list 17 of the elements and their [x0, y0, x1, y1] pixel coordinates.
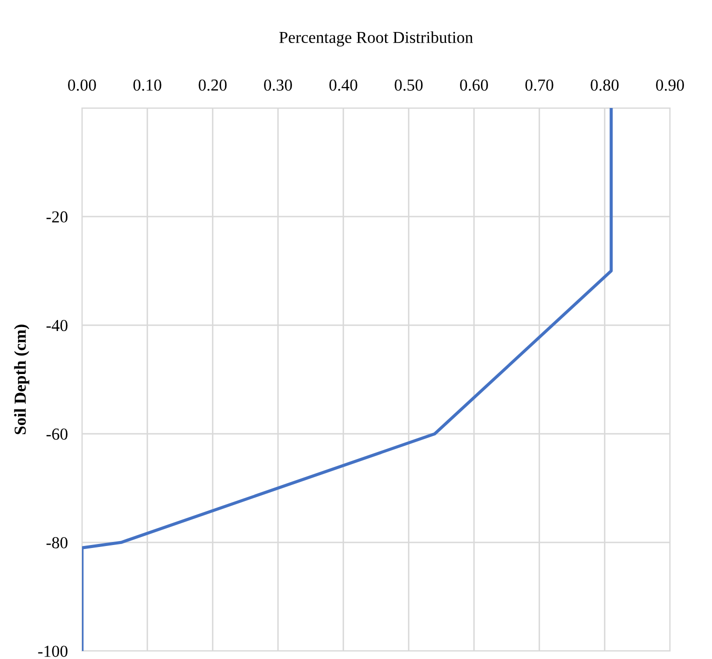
x-tick-label: 0.60 [460, 79, 488, 91]
x-tick-label: 0.40 [329, 79, 358, 91]
y-tick-label: -40 [46, 320, 68, 332]
x-axis-title: Percentage Root Distribution [279, 31, 473, 46]
x-tick-label: 0.00 [68, 79, 96, 91]
x-tick-label: 0.10 [133, 79, 162, 91]
x-tick-label: 0.80 [590, 79, 619, 91]
y-tick-label: -20 [46, 211, 68, 223]
x-tick-label: 0.30 [264, 79, 292, 91]
x-tick-label: 0.70 [525, 79, 554, 91]
x-tick-label: 0.90 [656, 79, 684, 91]
x-tick-label: 0.50 [394, 79, 423, 91]
y-tick-label: -80 [46, 537, 68, 548]
y-tick-label: -60 [46, 428, 68, 440]
y-tick-label: -100 [38, 646, 68, 657]
y-axis-title: Soil Depth (cm) [14, 324, 30, 434]
x-tick-label: 0.20 [198, 79, 227, 91]
